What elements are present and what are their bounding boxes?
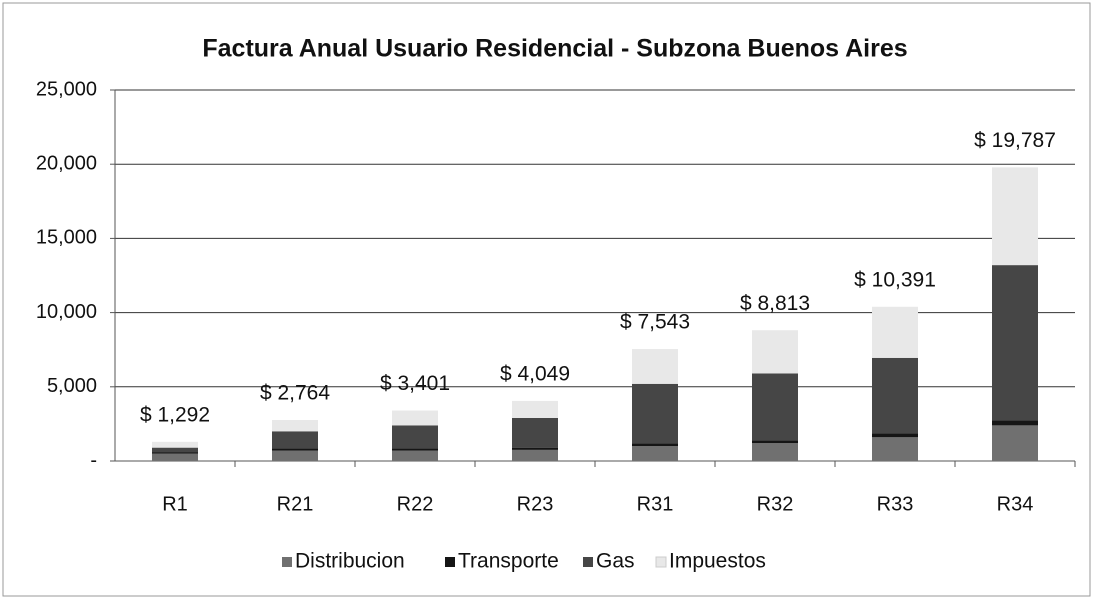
x-tick-label: R33 <box>877 493 914 515</box>
bar-segment <box>992 420 1038 426</box>
bar-segment <box>632 443 678 447</box>
bar-segment <box>512 447 558 450</box>
legend-swatch <box>282 557 292 567</box>
bar-segment <box>152 441 198 448</box>
x-tick-label: R32 <box>757 493 794 515</box>
bar-segment <box>992 265 1038 421</box>
y-tick-label: 5,000 <box>47 375 97 397</box>
legend-swatch <box>655 556 667 568</box>
bar-segment <box>872 433 918 438</box>
bar-segment <box>152 447 198 453</box>
bar-segment <box>272 419 318 432</box>
bar-segment <box>512 449 558 461</box>
total-label: $ 2,764 <box>260 382 330 405</box>
total-label: $ 19,787 <box>974 129 1056 152</box>
chart-frame <box>2 2 1091 597</box>
bar-segment <box>872 437 918 461</box>
x-tick-label: R34 <box>997 493 1034 515</box>
legend-swatch <box>583 557 593 567</box>
y-tick-label: 15,000 <box>36 227 97 249</box>
legend-swatch <box>445 557 455 567</box>
bar-segment <box>392 425 438 449</box>
bar-segment <box>872 306 918 358</box>
bar-segment <box>992 167 1038 266</box>
bar-segment <box>992 425 1038 461</box>
bar-segment <box>872 357 918 434</box>
bar-segment <box>272 448 318 451</box>
total-label: $ 3,401 <box>380 372 450 395</box>
total-label: $ 4,049 <box>500 362 570 385</box>
bar-segment <box>752 440 798 444</box>
x-tick-label: R23 <box>517 493 554 515</box>
bar-segment <box>752 330 798 374</box>
chart-title: Factura Anual Usuario Residencial - Subz… <box>202 35 907 63</box>
bar-segment <box>152 452 198 454</box>
x-tick-label: R21 <box>277 493 314 515</box>
y-tick-label: 20,000 <box>36 152 97 174</box>
total-label: $ 8,813 <box>740 292 810 315</box>
bar-segment <box>392 410 438 426</box>
total-label: $ 7,543 <box>620 311 690 334</box>
bar-segment <box>632 383 678 444</box>
bar-segment <box>272 450 318 461</box>
legend-label: Transporte <box>458 550 559 573</box>
x-tick-label: R22 <box>397 493 434 515</box>
bar-segment <box>632 446 678 461</box>
legend-label: Gas <box>596 550 635 573</box>
bar-segment <box>392 450 438 461</box>
bar-segment <box>512 417 558 448</box>
bar-segment <box>752 373 798 441</box>
y-tick-label: - <box>90 449 97 471</box>
y-tick-label: 10,000 <box>36 301 97 323</box>
bar-segment <box>152 453 198 461</box>
total-label: $ 1,292 <box>140 403 210 426</box>
legend-label: Distribucion <box>295 550 405 573</box>
legend-label: Impuestos <box>669 550 766 573</box>
y-tick-label: 25,000 <box>36 78 97 100</box>
bar-segment <box>752 443 798 461</box>
bar-segment <box>632 349 678 384</box>
bar-segment <box>272 431 318 449</box>
x-tick-label: R31 <box>637 493 674 515</box>
bar-segment <box>392 448 438 451</box>
x-tick-label: R1 <box>162 493 188 515</box>
total-label: $ 10,391 <box>854 268 936 291</box>
bar-segment <box>512 400 558 418</box>
